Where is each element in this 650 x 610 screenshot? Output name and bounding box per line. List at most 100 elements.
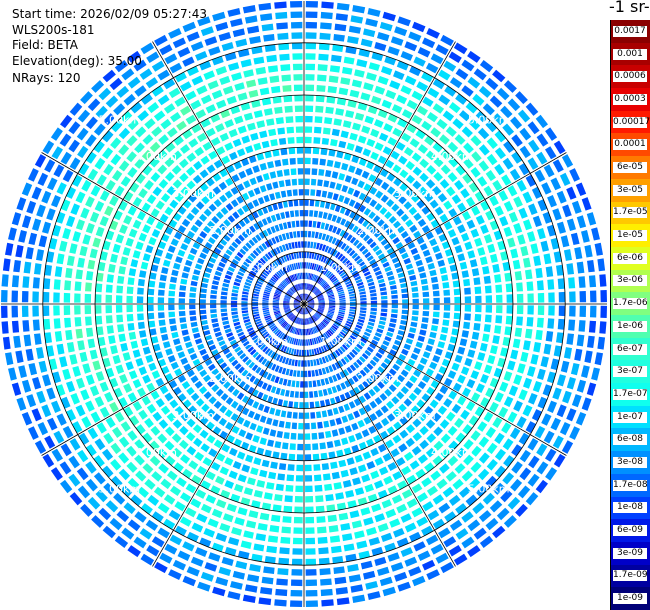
beam-cell: [288, 242, 292, 250]
beam-cell: [346, 320, 353, 325]
beam-cell: [321, 333, 327, 341]
beam-cell: [253, 264, 260, 271]
beam-cell: [349, 296, 356, 299]
beam-cell: [509, 168, 521, 181]
beam-cell: [126, 295, 133, 303]
beam-cell: [323, 420, 330, 428]
beam-cell: [478, 436, 490, 448]
beam-cell: [174, 368, 183, 377]
beam-cell: [317, 297, 325, 301]
beam-cell: [316, 277, 321, 283]
beam-cell: [146, 382, 156, 392]
beam-cell: [157, 433, 168, 444]
beam-cell: [96, 174, 107, 186]
beam-cell: [267, 251, 273, 259]
beam-cell: [522, 191, 533, 204]
beam-cell: [151, 471, 163, 482]
beam-cell: [134, 85, 147, 97]
beam-cell: [399, 429, 409, 439]
range-label: 1.00km: [320, 261, 362, 274]
beam-cell: [291, 242, 295, 249]
beam-cell: [229, 151, 238, 161]
beam-cell: [459, 486, 471, 498]
beam-cell: [295, 297, 301, 302]
beam-cell: [182, 575, 196, 587]
beam-cell: [354, 255, 361, 262]
beam-cell: [404, 75, 417, 86]
beam-cell: [337, 360, 344, 368]
beam-cell: [51, 146, 63, 160]
beam-cell: [455, 93, 468, 105]
beam-cell: [180, 186, 190, 196]
beam-cell: [273, 353, 279, 360]
beam-cell: [93, 123, 106, 136]
beam-cell: [385, 227, 393, 236]
beam-cell: [94, 438, 106, 451]
beam-cell: [447, 256, 456, 265]
beam-cell: [127, 205, 137, 216]
beam-cell: [360, 560, 373, 570]
beam-cell: [211, 368, 220, 376]
beam-cell: [351, 349, 359, 356]
beam-cell: [457, 374, 466, 384]
beam-cell: [356, 372, 363, 380]
beam-cell: [293, 370, 297, 377]
beam-cell: [267, 362, 274, 369]
beam-cell: [212, 413, 221, 422]
beam-cell: [325, 430, 332, 438]
beam-cell: [303, 308, 304, 315]
beam-cell: [425, 256, 433, 264]
beam-cell: [474, 406, 485, 417]
beam-cell: [173, 135, 184, 146]
beam-cell: [427, 509, 440, 521]
beam-cell: [503, 515, 517, 528]
beam-cell: [432, 245, 441, 253]
beam-cell: [351, 444, 360, 453]
beam-cell: [306, 283, 309, 290]
beam-cell: [492, 525, 506, 539]
beam-cell: [139, 330, 147, 338]
beam-cell: [422, 96, 434, 107]
beam-cell: [300, 294, 303, 301]
beam-cell: [274, 313, 281, 317]
beam-cell: [385, 89, 397, 100]
beam-cell: [482, 492, 495, 505]
beam-cell: [443, 297, 451, 304]
beam-cell: [301, 318, 304, 325]
beam-cell: [318, 306, 325, 309]
beam-cell: [406, 174, 416, 184]
legend-label: 6e-05: [613, 161, 647, 173]
beam-cell: [252, 199, 260, 207]
beam-cell: [267, 161, 275, 169]
beam-cell: [358, 216, 365, 225]
beam-cell: [320, 222, 326, 230]
beam-cell: [314, 369, 319, 377]
legend-swatch: 1.7e-09: [611, 564, 650, 588]
beam-cell: [353, 398, 361, 407]
beam-cell: [464, 296, 472, 303]
beam-cell: [323, 269, 329, 276]
legend-label: 1e-06: [613, 320, 647, 332]
legend-label: 3e-05: [613, 184, 647, 196]
beam-cell: [421, 393, 431, 402]
beam-cell: [110, 459, 122, 471]
beam-cell: [370, 470, 380, 480]
beam-cell: [442, 282, 450, 289]
beam-cell: [411, 286, 419, 292]
beam-cell: [304, 168, 311, 175]
beam-cell: [421, 72, 434, 83]
beam-cell: [406, 99, 418, 110]
beam-cell: [238, 219, 246, 228]
beam-cell: [241, 304, 248, 307]
azimuth-line: [41, 152, 305, 305]
beam-cell: [148, 320, 156, 328]
beam-cell: [277, 127, 285, 135]
beam-cell: [311, 370, 315, 377]
beam-cell: [466, 379, 476, 389]
beam-cell: [380, 308, 388, 313]
beam-cell: [518, 207, 528, 219]
beam-cell: [439, 419, 450, 429]
beam-cell: [356, 540, 368, 549]
beam-cell: [315, 505, 325, 513]
beam-cell: [496, 305, 503, 314]
